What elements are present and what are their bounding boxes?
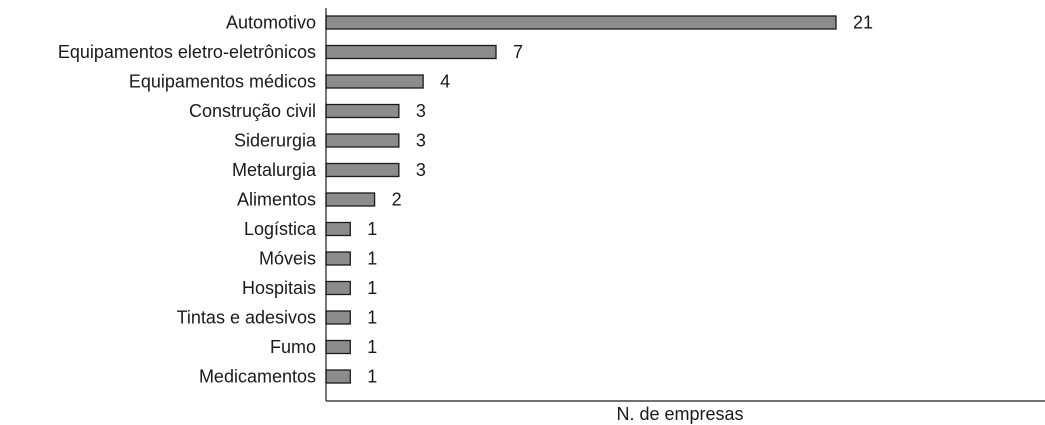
bar xyxy=(325,15,837,30)
data-label: 1 xyxy=(367,219,377,239)
bar xyxy=(325,280,351,296)
data-label: 1 xyxy=(367,367,377,387)
data-label: 21 xyxy=(853,13,873,33)
bar xyxy=(325,221,351,237)
data-label: 3 xyxy=(416,160,426,180)
bar xyxy=(325,103,400,119)
data-label: 7 xyxy=(513,42,523,62)
data-label: 1 xyxy=(367,249,377,269)
category-label: Alimentos xyxy=(237,190,316,210)
data-label: 1 xyxy=(367,337,377,357)
bar xyxy=(325,310,351,325)
category-label: Construção civil xyxy=(189,101,316,121)
bar xyxy=(325,251,351,266)
category-label: Siderurgia xyxy=(234,131,317,151)
category-label: Móveis xyxy=(259,249,316,269)
bar xyxy=(325,133,400,148)
x-axis-title: N. de empresas xyxy=(616,404,743,424)
category-label: Equipamentos médicos xyxy=(129,72,316,92)
category-label: Automotivo xyxy=(226,13,316,33)
category-label: Equipamentos eletro-eletrônicos xyxy=(58,42,316,62)
bar xyxy=(325,162,400,178)
bars-group xyxy=(325,15,837,384)
bar xyxy=(325,369,351,384)
category-label: Metalurgia xyxy=(232,160,317,180)
category-label: Medicamentos xyxy=(199,367,316,387)
bar xyxy=(325,44,497,60)
data-label: 1 xyxy=(367,308,377,328)
category-label: Fumo xyxy=(270,337,316,357)
category-label: Logística xyxy=(244,219,317,239)
category-labels: Automotivo Equipamentos eletro-eletrônico… xyxy=(58,13,317,387)
bar xyxy=(325,339,351,355)
bar xyxy=(325,192,376,207)
data-label: 4 xyxy=(440,72,450,92)
data-label: 2 xyxy=(392,190,402,210)
category-label: Hospitais xyxy=(242,278,316,298)
data-label: 1 xyxy=(367,278,377,298)
data-label: 3 xyxy=(416,131,426,151)
bar xyxy=(325,74,424,89)
category-label: Tintas e adesivos xyxy=(177,308,316,328)
data-label: 3 xyxy=(416,101,426,121)
